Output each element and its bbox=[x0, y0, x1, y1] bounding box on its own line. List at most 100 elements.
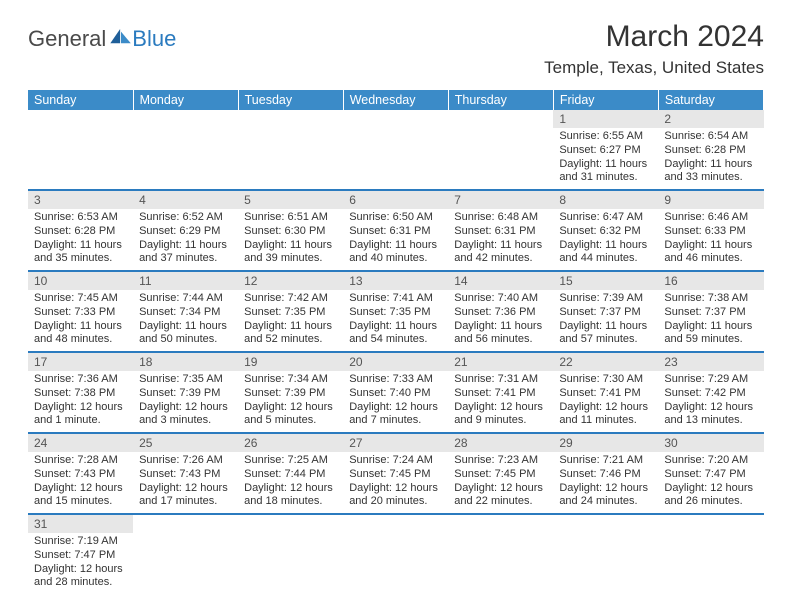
day-cell: 4Sunrise: 6:52 AMSunset: 6:29 PMDaylight… bbox=[133, 190, 238, 271]
sunrise-line: Sunrise: 7:40 AM bbox=[454, 292, 547, 306]
calendar-row: 24Sunrise: 7:28 AMSunset: 7:43 PMDayligh… bbox=[28, 433, 764, 514]
sunset-line: Sunset: 7:37 PM bbox=[664, 306, 757, 320]
sunrise-line: Sunrise: 7:26 AM bbox=[139, 454, 232, 468]
day-number: 16 bbox=[658, 272, 763, 290]
daylight-line: Daylight: 12 hours and 1 minute. bbox=[34, 401, 127, 429]
sunrise-line: Sunrise: 7:24 AM bbox=[349, 454, 442, 468]
sunset-line: Sunset: 7:35 PM bbox=[349, 306, 442, 320]
day-details: Sunrise: 7:31 AMSunset: 7:41 PMDaylight:… bbox=[448, 371, 553, 432]
day-number: 18 bbox=[133, 353, 238, 371]
empty-cell bbox=[238, 110, 343, 190]
sunrise-line: Sunrise: 7:45 AM bbox=[34, 292, 127, 306]
day-number: 27 bbox=[343, 434, 448, 452]
day-cell: 30Sunrise: 7:20 AMSunset: 7:47 PMDayligh… bbox=[658, 433, 763, 514]
day-number: 31 bbox=[28, 515, 133, 533]
day-number: 15 bbox=[553, 272, 658, 290]
calendar-table: SundayMondayTuesdayWednesdayThursdayFrid… bbox=[28, 90, 764, 594]
day-cell: 28Sunrise: 7:23 AMSunset: 7:45 PMDayligh… bbox=[448, 433, 553, 514]
day-details: Sunrise: 7:28 AMSunset: 7:43 PMDaylight:… bbox=[28, 452, 133, 513]
day-details: Sunrise: 7:26 AMSunset: 7:43 PMDaylight:… bbox=[133, 452, 238, 513]
day-cell: 19Sunrise: 7:34 AMSunset: 7:39 PMDayligh… bbox=[238, 352, 343, 433]
empty-cell bbox=[28, 110, 133, 190]
day-cell: 8Sunrise: 6:47 AMSunset: 6:32 PMDaylight… bbox=[553, 190, 658, 271]
calendar-row: 17Sunrise: 7:36 AMSunset: 7:38 PMDayligh… bbox=[28, 352, 764, 433]
location: Temple, Texas, United States bbox=[544, 58, 764, 78]
day-details: Sunrise: 7:36 AMSunset: 7:38 PMDaylight:… bbox=[28, 371, 133, 432]
sunset-line: Sunset: 7:47 PM bbox=[34, 549, 127, 563]
day-number: 21 bbox=[448, 353, 553, 371]
sunset-line: Sunset: 6:28 PM bbox=[34, 225, 127, 239]
daylight-line: Daylight: 12 hours and 18 minutes. bbox=[244, 482, 337, 510]
empty-cell bbox=[133, 110, 238, 190]
brand-sail-icon bbox=[110, 29, 132, 45]
day-cell: 24Sunrise: 7:28 AMSunset: 7:43 PMDayligh… bbox=[28, 433, 133, 514]
sunset-line: Sunset: 7:42 PM bbox=[664, 387, 757, 401]
day-number: 19 bbox=[238, 353, 343, 371]
day-cell: 31Sunrise: 7:19 AMSunset: 7:47 PMDayligh… bbox=[28, 514, 133, 594]
daylight-line: Daylight: 12 hours and 22 minutes. bbox=[454, 482, 547, 510]
calendar-head: SundayMondayTuesdayWednesdayThursdayFrid… bbox=[28, 90, 764, 110]
day-details: Sunrise: 6:47 AMSunset: 6:32 PMDaylight:… bbox=[553, 209, 658, 270]
sunset-line: Sunset: 7:45 PM bbox=[349, 468, 442, 482]
day-cell: 18Sunrise: 7:35 AMSunset: 7:39 PMDayligh… bbox=[133, 352, 238, 433]
day-cell: 21Sunrise: 7:31 AMSunset: 7:41 PMDayligh… bbox=[448, 352, 553, 433]
day-number: 4 bbox=[133, 191, 238, 209]
sunrise-line: Sunrise: 7:34 AM bbox=[244, 373, 337, 387]
day-number: 3 bbox=[28, 191, 133, 209]
empty-cell bbox=[238, 514, 343, 594]
weekday-header: Wednesday bbox=[343, 90, 448, 110]
day-number: 29 bbox=[553, 434, 658, 452]
day-cell: 27 Sunrise: 7:24 AMSunset: 7:45 PMDayligh… bbox=[343, 433, 448, 514]
empty-cell bbox=[343, 514, 448, 594]
sunset-line: Sunset: 6:28 PM bbox=[664, 144, 757, 158]
sunset-line: Sunset: 7:34 PM bbox=[139, 306, 232, 320]
daylight-line: Daylight: 11 hours and 42 minutes. bbox=[454, 239, 547, 267]
brand-part2: Blue bbox=[132, 26, 176, 52]
day-number: 17 bbox=[28, 353, 133, 371]
sunrise-line: Sunrise: 7:23 AM bbox=[454, 454, 547, 468]
daylight-line: Daylight: 11 hours and 48 minutes. bbox=[34, 320, 127, 348]
day-number: 12 bbox=[238, 272, 343, 290]
day-cell: 13Sunrise: 7:41 AMSunset: 7:35 PMDayligh… bbox=[343, 271, 448, 352]
day-number: 26 bbox=[238, 434, 343, 452]
sunrise-line: Sunrise: 7:36 AM bbox=[34, 373, 127, 387]
sunset-line: Sunset: 6:31 PM bbox=[349, 225, 442, 239]
day-details: Sunrise: 7:44 AMSunset: 7:34 PMDaylight:… bbox=[133, 290, 238, 351]
day-details: Sunrise: 6:50 AMSunset: 6:31 PMDaylight:… bbox=[343, 209, 448, 270]
sunrise-line: Sunrise: 7:29 AM bbox=[664, 373, 757, 387]
sunrise-line: Sunrise: 7:30 AM bbox=[559, 373, 652, 387]
daylight-line: Daylight: 12 hours and 20 minutes. bbox=[349, 482, 442, 510]
day-cell: 14Sunrise: 7:40 AMSunset: 7:36 PMDayligh… bbox=[448, 271, 553, 352]
day-cell: 23Sunrise: 7:29 AMSunset: 7:42 PMDayligh… bbox=[658, 352, 763, 433]
weekday-header: Monday bbox=[133, 90, 238, 110]
sunset-line: Sunset: 7:35 PM bbox=[244, 306, 337, 320]
empty-cell bbox=[658, 514, 763, 594]
sunrise-line: Sunrise: 7:41 AM bbox=[349, 292, 442, 306]
empty-cell bbox=[133, 514, 238, 594]
sunset-line: Sunset: 7:33 PM bbox=[34, 306, 127, 320]
sunrise-line: Sunrise: 7:35 AM bbox=[139, 373, 232, 387]
day-number: 8 bbox=[553, 191, 658, 209]
day-cell: 2Sunrise: 6:54 AMSunset: 6:28 PMDaylight… bbox=[658, 110, 763, 190]
daylight-line: Daylight: 11 hours and 44 minutes. bbox=[559, 239, 652, 267]
day-number: 7 bbox=[448, 191, 553, 209]
day-details: Sunrise: 7:45 AMSunset: 7:33 PMDaylight:… bbox=[28, 290, 133, 351]
sunset-line: Sunset: 6:33 PM bbox=[664, 225, 757, 239]
daylight-line: Daylight: 12 hours and 11 minutes. bbox=[559, 401, 652, 429]
daylight-line: Daylight: 11 hours and 57 minutes. bbox=[559, 320, 652, 348]
day-number: 9 bbox=[658, 191, 763, 209]
daylight-line: Daylight: 11 hours and 52 minutes. bbox=[244, 320, 337, 348]
day-cell: 9Sunrise: 6:46 AMSunset: 6:33 PMDaylight… bbox=[658, 190, 763, 271]
daylight-line: Daylight: 12 hours and 24 minutes. bbox=[559, 482, 652, 510]
sunset-line: Sunset: 6:30 PM bbox=[244, 225, 337, 239]
day-details: Sunrise: 7:19 AMSunset: 7:47 PMDaylight:… bbox=[28, 533, 133, 594]
sunset-line: Sunset: 7:41 PM bbox=[559, 387, 652, 401]
daylight-line: Daylight: 11 hours and 33 minutes. bbox=[664, 158, 757, 186]
sunrise-line: Sunrise: 7:28 AM bbox=[34, 454, 127, 468]
daylight-line: Daylight: 12 hours and 28 minutes. bbox=[34, 563, 127, 591]
sunrise-line: Sunrise: 6:50 AM bbox=[349, 211, 442, 225]
sunset-line: Sunset: 7:40 PM bbox=[349, 387, 442, 401]
daylight-line: Daylight: 11 hours and 39 minutes. bbox=[244, 239, 337, 267]
day-number: 24 bbox=[28, 434, 133, 452]
day-number: 25 bbox=[133, 434, 238, 452]
